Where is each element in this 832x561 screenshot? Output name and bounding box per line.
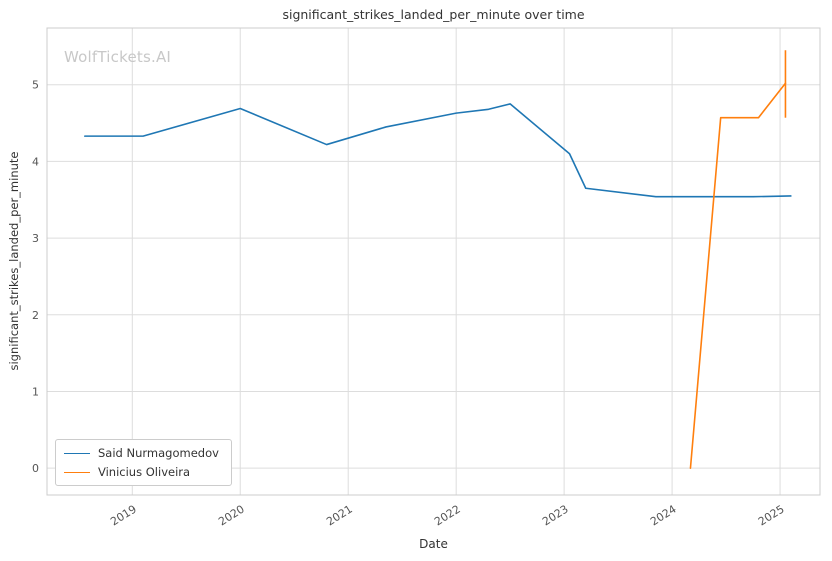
x-tick-label: 2019 — [108, 503, 139, 529]
legend: Said Nurmagomedov Vinicius Oliveira — [55, 439, 232, 486]
y-tick-label: 1 — [32, 385, 39, 398]
y-tick-label: 3 — [32, 232, 39, 245]
plot-background — [47, 28, 820, 495]
x-tick-label: 2020 — [216, 503, 247, 529]
legend-label: Vinicius Oliveira — [98, 465, 191, 479]
y-tick-label: 0 — [32, 462, 39, 475]
watermark: WolfTickets.AI — [64, 48, 172, 66]
x-tick-label: 2023 — [540, 503, 571, 529]
series-line-0 — [83, 103, 792, 198]
legend-line-vinicius-oliveira — [64, 471, 90, 473]
x-tick-label: 2021 — [324, 503, 355, 529]
chart-title: significant_strikes_landed_per_minute ov… — [282, 7, 585, 22]
legend-item: Said Nurmagomedov — [64, 446, 219, 460]
legend-item: Vinicius Oliveira — [64, 465, 219, 479]
x-tick-label: 2024 — [648, 503, 679, 529]
legend-line-said-nurmagomedov — [64, 452, 90, 454]
x-tick-label: 2022 — [432, 503, 463, 529]
x-tick-label: 2025 — [756, 503, 787, 529]
y-tick-label: 5 — [32, 79, 39, 92]
plot-border — [46, 27, 821, 496]
y-tick-label: 4 — [32, 155, 39, 168]
legend-label: Said Nurmagomedov — [98, 446, 219, 460]
y-tick-label: 2 — [32, 309, 39, 322]
y-axis-label: significant_strikes_landed_per_minute — [7, 151, 21, 371]
series-line-1 — [689, 82, 787, 469]
x-axis-label: Date — [419, 537, 448, 551]
